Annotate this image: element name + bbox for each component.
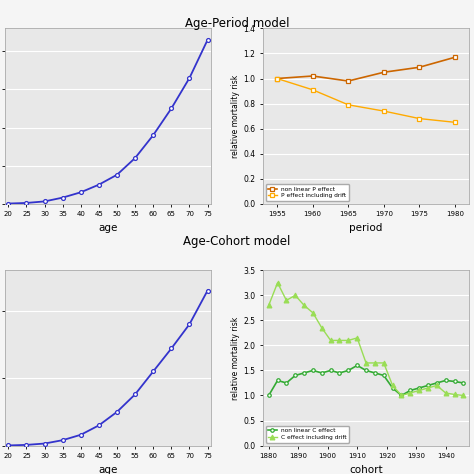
non linear C effect xyxy=(372,370,378,376)
non linear C effect xyxy=(292,373,298,378)
non linear P effect xyxy=(452,55,458,60)
C effect including drift xyxy=(399,392,404,398)
Text: Age-Cohort model: Age-Cohort model xyxy=(183,235,291,247)
P effect including drift xyxy=(417,116,422,121)
non linear C effect xyxy=(346,368,351,374)
C effect including drift xyxy=(355,335,360,341)
non linear C effect xyxy=(390,385,395,391)
P effect including drift xyxy=(310,87,316,92)
non linear P effect xyxy=(381,69,387,75)
C effect including drift xyxy=(337,337,342,343)
X-axis label: age: age xyxy=(98,223,118,233)
Line: C effect including drift: C effect including drift xyxy=(266,281,466,398)
non linear C effect xyxy=(283,380,289,386)
C effect including drift xyxy=(292,292,298,298)
non linear C effect xyxy=(266,392,272,398)
C effect including drift xyxy=(425,385,431,391)
non linear P effect xyxy=(346,78,351,84)
C effect including drift xyxy=(283,298,289,303)
non linear P effect xyxy=(417,64,422,70)
C effect including drift xyxy=(328,337,334,343)
X-axis label: period: period xyxy=(349,223,383,233)
non linear C effect xyxy=(310,368,316,374)
non linear P effect xyxy=(310,73,316,79)
non linear C effect xyxy=(452,379,457,384)
P effect including drift xyxy=(274,76,280,82)
C effect including drift xyxy=(301,302,307,308)
C effect including drift xyxy=(319,325,325,331)
C effect including drift xyxy=(461,392,466,398)
non linear C effect xyxy=(461,380,466,386)
non linear C effect xyxy=(434,380,440,386)
C effect including drift xyxy=(408,390,413,396)
X-axis label: age: age xyxy=(98,465,118,474)
C effect including drift xyxy=(310,310,316,316)
non linear C effect xyxy=(416,385,422,391)
P effect including drift xyxy=(381,108,387,114)
non linear C effect xyxy=(381,373,387,378)
C effect including drift xyxy=(443,390,448,396)
Text: Age-Period model: Age-Period model xyxy=(185,17,289,29)
Y-axis label: relative mortality risk: relative mortality risk xyxy=(231,74,240,158)
X-axis label: cohort: cohort xyxy=(349,465,383,474)
non linear C effect xyxy=(337,370,342,376)
non linear C effect xyxy=(399,392,404,398)
Legend: non linear P effect, P effect including drift: non linear P effect, P effect including … xyxy=(266,184,349,201)
non linear C effect xyxy=(275,378,281,383)
C effect including drift xyxy=(346,337,351,343)
Line: non linear C effect: non linear C effect xyxy=(267,364,465,397)
non linear P effect xyxy=(274,76,280,82)
P effect including drift xyxy=(452,119,458,125)
non linear C effect xyxy=(319,370,325,376)
non linear C effect xyxy=(328,368,334,374)
non linear C effect xyxy=(363,368,369,374)
Legend: non linear C effect, C effect including drift: non linear C effect, C effect including … xyxy=(266,426,349,443)
non linear C effect xyxy=(443,378,448,383)
Line: P effect including drift: P effect including drift xyxy=(275,76,457,124)
P effect including drift xyxy=(346,102,351,108)
non linear C effect xyxy=(408,388,413,393)
C effect including drift xyxy=(452,392,457,397)
Y-axis label: relative mortality risk: relative mortality risk xyxy=(231,316,240,400)
C effect including drift xyxy=(390,383,395,388)
C effect including drift xyxy=(275,280,281,286)
C effect including drift xyxy=(434,383,440,388)
C effect including drift xyxy=(381,360,387,366)
C effect including drift xyxy=(416,388,422,393)
Line: non linear P effect: non linear P effect xyxy=(275,55,457,83)
non linear C effect xyxy=(425,383,431,388)
C effect including drift xyxy=(266,302,272,308)
C effect including drift xyxy=(363,360,369,366)
non linear C effect xyxy=(355,363,360,368)
C effect including drift xyxy=(372,360,378,366)
non linear C effect xyxy=(301,370,307,376)
